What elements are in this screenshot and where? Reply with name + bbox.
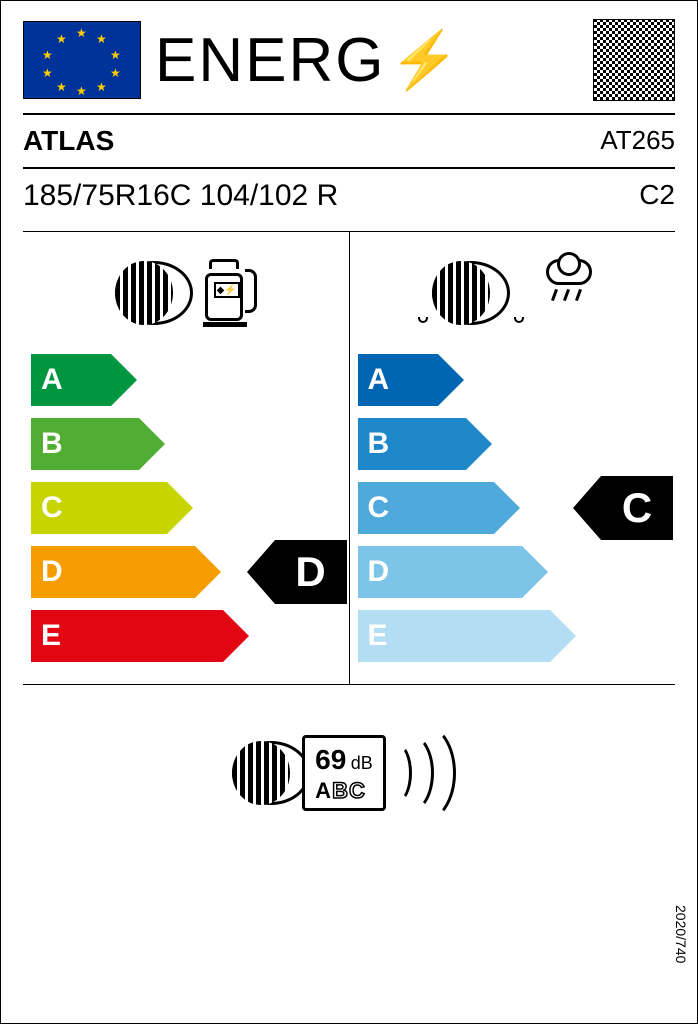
rating-bar-e: E (358, 610, 550, 662)
tyre-icon (432, 261, 510, 325)
rating-badge: D (275, 540, 347, 604)
divider (23, 167, 675, 169)
tyre-icon (115, 261, 193, 325)
bar-row: A (31, 354, 341, 406)
bar-letter: D (41, 555, 63, 589)
model-code: AT265 (600, 125, 675, 157)
energy-text: ENERG (155, 25, 385, 96)
regulation-code: 2020/740 (673, 905, 689, 963)
wet-grip-chart: ABCCDE (350, 232, 676, 684)
bar-letter: A (41, 363, 63, 397)
rating-bar-b: B (358, 418, 466, 470)
rating-badge: C (601, 476, 673, 540)
rating-bar-d: D (358, 546, 522, 598)
bar-row: E (358, 610, 668, 662)
noise-unit: dB (351, 753, 373, 773)
noise-class-b: B (332, 778, 348, 804)
sound-waves-icon (386, 723, 466, 823)
divider (23, 113, 675, 115)
bar-row: B (31, 418, 341, 470)
meta-row-size: 185/75R16C 104/102 R C2 (23, 175, 675, 217)
fuel-pump-icon: ◆⚡ (205, 259, 257, 327)
bar-row: CC (358, 482, 668, 534)
bar-row: D (358, 546, 668, 598)
rain-icon-row (358, 250, 668, 336)
tyre-icon (232, 741, 310, 805)
bar-letter: E (41, 619, 61, 653)
rating-bar-a: A (31, 354, 111, 406)
charts-container: ◆⚡ ABCDDE (23, 231, 675, 685)
bar-row: C (31, 482, 341, 534)
rating-bar-a: A (358, 354, 438, 406)
bar-letter: D (368, 555, 390, 589)
bar-letter: A (368, 363, 390, 397)
rating-bar-c: C (31, 482, 167, 534)
rating-bar-c: C (358, 482, 494, 534)
bar-letter: B (368, 427, 390, 461)
bar-row: DD (31, 546, 341, 598)
bolt-icon: ⚡ (389, 27, 461, 93)
bar-row: B (358, 418, 668, 470)
noise-section: 69 dB ABC (23, 703, 675, 843)
bar-letter: C (368, 491, 390, 525)
bar-row: E (31, 610, 341, 662)
header: ★ ★ ★ ★ ★ ★ ★ ★ ★ ★ ENERG ⚡ (23, 19, 675, 101)
noise-class-c: C (349, 778, 365, 804)
energy-title: ENERG ⚡ (155, 25, 579, 96)
bar-letter: C (41, 491, 63, 525)
rain-cloud-icon (522, 259, 592, 327)
rating-bar-b: B (31, 418, 139, 470)
wet-bars: AB CC DE (358, 354, 668, 662)
eu-tyre-label: ★ ★ ★ ★ ★ ★ ★ ★ ★ ★ ENERG ⚡ ATLAS AT265 … (0, 0, 698, 1024)
noise-classes: ABC (315, 778, 373, 804)
bar-row: A (358, 354, 668, 406)
rating-bar-d: D (31, 546, 195, 598)
noise-value: 69 (315, 744, 346, 775)
fuel-icon-row: ◆⚡ (31, 250, 341, 336)
noise-box: 69 dB ABC (302, 735, 386, 811)
qr-code[interactable] (593, 19, 675, 101)
tyre-class: C2 (639, 179, 675, 213)
brand-name: ATLAS (23, 125, 114, 157)
fuel-efficiency-chart: ◆⚡ ABCDDE (23, 232, 350, 684)
bar-letter: E (368, 619, 388, 653)
eu-flag: ★ ★ ★ ★ ★ ★ ★ ★ ★ ★ (23, 21, 141, 99)
tyre-size: 185/75R16C 104/102 R (23, 179, 338, 213)
rating-bar-e: E (31, 610, 223, 662)
meta-row-brand: ATLAS AT265 (23, 121, 675, 161)
fuel-bars: ABC DD E (31, 354, 341, 662)
noise-class-a: A (315, 778, 331, 804)
bar-letter: B (41, 427, 63, 461)
